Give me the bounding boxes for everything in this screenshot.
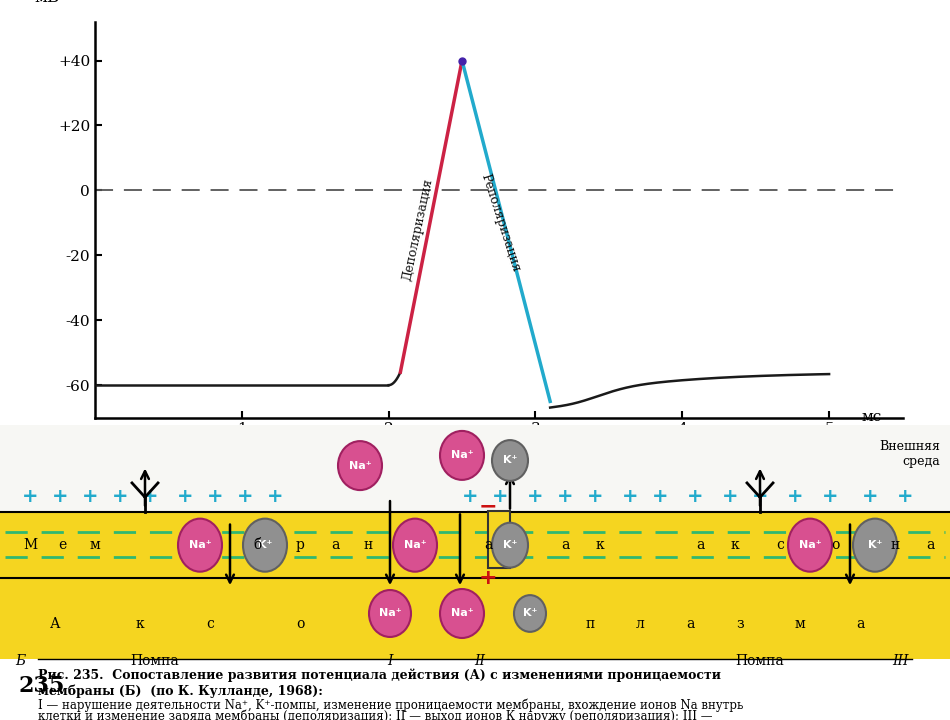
Text: Na⁺: Na⁺ (799, 540, 822, 550)
Text: Реполяризация: Реполяризация (478, 172, 523, 274)
Text: I — нарушение деятельности Na⁺, K⁺-помпы, изменение проницаемости мембраны, вхож: I — нарушение деятельности Na⁺, K⁺-помпы… (38, 698, 743, 712)
Text: а: а (926, 538, 934, 552)
Ellipse shape (393, 518, 437, 572)
Text: мс: мс (862, 410, 882, 424)
Text: с: с (776, 538, 784, 552)
Text: Na⁺: Na⁺ (349, 461, 371, 471)
Text: а: а (331, 538, 339, 552)
Text: +: + (479, 568, 497, 588)
Ellipse shape (178, 518, 222, 572)
Text: +: + (822, 487, 838, 505)
Text: +: + (687, 487, 703, 505)
Text: +: + (462, 487, 478, 505)
Text: п: п (585, 617, 595, 631)
Text: клетки и изменение заряда мембраны (деполяризация); II — выход ионов К наружу (р: клетки и изменение заряда мембраны (депо… (38, 710, 712, 720)
Text: а: а (686, 617, 694, 631)
Text: K⁺: K⁺ (867, 540, 883, 550)
Text: л: л (636, 617, 644, 631)
Text: I: I (388, 654, 392, 668)
Ellipse shape (440, 431, 484, 480)
Text: А: А (49, 617, 60, 631)
Bar (488, 511, 510, 567)
Text: +: + (557, 487, 573, 505)
Text: к: к (596, 538, 604, 552)
Ellipse shape (440, 589, 484, 638)
Text: к: к (731, 538, 739, 552)
Text: 235: 235 (18, 675, 65, 697)
Text: з: з (736, 617, 744, 631)
Text: Na⁺: Na⁺ (379, 608, 401, 618)
Text: +: + (112, 487, 128, 505)
Text: мВ: мВ (34, 0, 60, 6)
Text: о: о (295, 617, 304, 631)
Bar (0, 511, 950, 577)
Ellipse shape (338, 441, 382, 490)
Text: +: + (22, 487, 38, 505)
Text: А: А (34, 439, 48, 457)
Ellipse shape (788, 518, 832, 572)
Text: +: + (722, 487, 738, 505)
Text: Б: Б (15, 654, 25, 668)
Text: K⁺: K⁺ (522, 608, 537, 618)
Text: +: + (82, 487, 98, 505)
Text: Na⁺: Na⁺ (450, 451, 473, 460)
Text: +: + (587, 487, 603, 505)
Ellipse shape (369, 590, 411, 637)
Text: +: + (207, 487, 223, 505)
Text: +: + (51, 487, 68, 505)
Text: +: + (142, 487, 159, 505)
Text: −: − (479, 496, 497, 516)
Text: н: н (363, 538, 372, 552)
Text: +: + (862, 487, 878, 505)
Text: а: а (484, 538, 492, 552)
Text: +: + (267, 487, 283, 505)
Ellipse shape (514, 595, 546, 632)
Text: Рис. 235.  Сопоставление развития потенциала действия (А) с изменениями проницае: Рис. 235. Сопоставление развития потенци… (38, 668, 721, 682)
Text: K⁺: K⁺ (503, 456, 517, 466)
Text: а: а (695, 538, 704, 552)
Text: +: + (751, 487, 769, 505)
Text: а: а (856, 617, 864, 631)
Text: +: + (787, 487, 804, 505)
Text: +: + (492, 487, 508, 505)
Text: Внешняя
среда: Внешняя среда (879, 440, 940, 468)
Text: Na⁺: Na⁺ (404, 540, 427, 550)
Text: с: с (206, 617, 214, 631)
Text: р: р (295, 538, 304, 552)
Text: +: + (526, 487, 543, 505)
Text: +: + (652, 487, 668, 505)
Text: м: м (89, 538, 101, 552)
Text: +: + (897, 487, 913, 505)
Ellipse shape (853, 518, 897, 572)
Ellipse shape (492, 440, 528, 481)
Text: е: е (58, 538, 66, 552)
Text: Деполяризация: Деполяризация (401, 177, 435, 282)
Text: +: + (621, 487, 638, 505)
Text: +: + (237, 487, 254, 505)
Text: III: III (892, 654, 908, 668)
Text: II: II (474, 654, 485, 668)
Ellipse shape (492, 523, 528, 567)
Text: Помпа: Помпа (735, 654, 785, 668)
Text: мембраны (Б)  (по К. Кулланде, 1968):: мембраны (Б) (по К. Кулланде, 1968): (38, 684, 323, 698)
Text: Na⁺: Na⁺ (189, 540, 211, 550)
Text: м: м (794, 617, 806, 631)
Text: М: М (23, 538, 37, 552)
Ellipse shape (243, 518, 287, 572)
Text: б: б (254, 538, 262, 552)
Text: а: а (560, 538, 569, 552)
Text: Na⁺: Na⁺ (450, 608, 473, 618)
Bar (0, 425, 950, 511)
Text: н: н (890, 538, 900, 552)
Text: +: + (177, 487, 193, 505)
Text: K⁺: K⁺ (503, 540, 517, 550)
Text: к: к (136, 617, 144, 631)
Text: о: о (831, 538, 839, 552)
Text: K⁺: K⁺ (257, 540, 273, 550)
Bar (0, 577, 950, 660)
Text: Помпа: Помпа (130, 654, 180, 668)
